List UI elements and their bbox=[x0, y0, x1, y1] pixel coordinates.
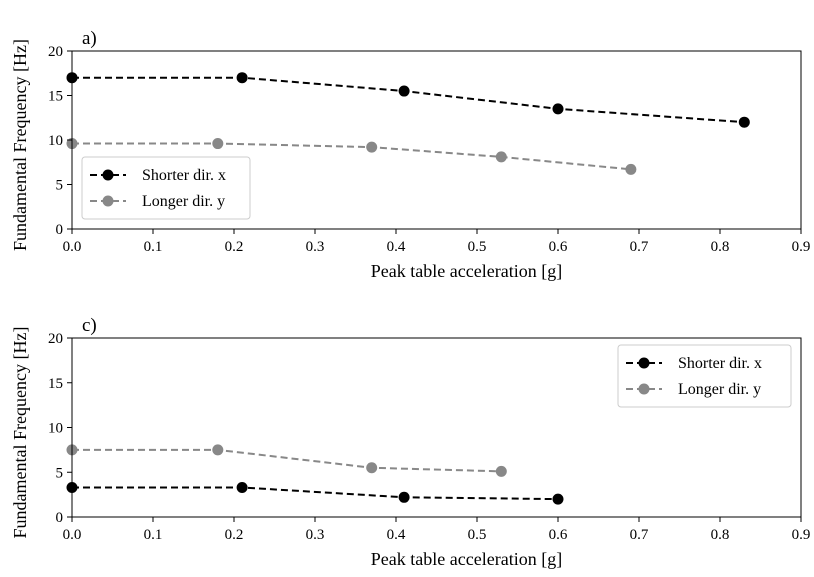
legend: Shorter dir. x Longer dir. y bbox=[81, 156, 251, 220]
y-tick-label: 15 bbox=[48, 89, 63, 105]
y-tick-label: 20 bbox=[48, 44, 63, 60]
y-tick-label: 20 bbox=[48, 331, 63, 347]
y-tick-label: 0 bbox=[56, 510, 64, 526]
x-tick-label: 0.0 bbox=[63, 239, 82, 255]
x-tick-label: 0.1 bbox=[144, 527, 163, 543]
x-tick-label: 0.4 bbox=[387, 239, 406, 255]
x-axis-label: Peak table acceleration [g] bbox=[371, 549, 562, 569]
data-point bbox=[236, 481, 248, 493]
data-point bbox=[366, 462, 378, 474]
x-tick-label: 0.3 bbox=[306, 239, 325, 255]
y-tick-label: 0 bbox=[56, 222, 64, 238]
data-point bbox=[495, 151, 507, 163]
data-point bbox=[552, 493, 564, 505]
y-tick-label: 10 bbox=[48, 421, 63, 437]
legend-label: Longer dir. y bbox=[678, 381, 761, 398]
legend-label: Shorter dir. x bbox=[142, 167, 226, 184]
x-tick-label: 0.5 bbox=[468, 239, 487, 255]
series-shorter bbox=[66, 481, 564, 505]
x-tick-label: 0.4 bbox=[387, 527, 406, 543]
data-point bbox=[366, 141, 378, 153]
x-axis-label: Peak table acceleration [g] bbox=[371, 261, 562, 281]
series-line bbox=[72, 76, 745, 124]
legend-label: Shorter dir. x bbox=[678, 355, 762, 372]
x-tick-label: 0.6 bbox=[549, 239, 568, 255]
x-tick-label: 0.7 bbox=[630, 527, 649, 543]
y-tick-label: 5 bbox=[56, 465, 64, 481]
legend-box bbox=[81, 156, 251, 220]
x-tick-label: 0.2 bbox=[225, 239, 244, 255]
chart-panel-2: 0.0 0.1 0.2 0.3 0.4 0.5 0.6 0.7 0.8 0.9 0 5 10 15 20 Pe… bbox=[10, 315, 810, 569]
data-point bbox=[738, 116, 750, 128]
x-tick-label: 0.8 bbox=[711, 527, 730, 543]
chart-panel-1: 0.0 0.1 0.2 0.3 0.4 0.5 0.6 0.7 0.8 0.9 0 5 10 15 20 Pe… bbox=[10, 28, 810, 281]
x-tick-label: 0.0 bbox=[63, 527, 82, 543]
panel-label: a) bbox=[82, 28, 97, 49]
data-point bbox=[236, 72, 248, 84]
data-point bbox=[212, 444, 224, 456]
y-axis-label: Fundamental Frequency [Hz] bbox=[10, 327, 30, 539]
data-point bbox=[212, 138, 224, 150]
y-axis-label: Fundamental Frequency [Hz] bbox=[10, 39, 30, 251]
legend-marker bbox=[638, 383, 650, 395]
x-tick-label: 0.9 bbox=[792, 527, 811, 543]
x-tick-label: 0.6 bbox=[549, 527, 568, 543]
series-line bbox=[72, 448, 502, 473]
series-longer bbox=[66, 444, 507, 477]
legend-marker bbox=[102, 195, 114, 207]
x-tick-label: 0.1 bbox=[144, 239, 163, 255]
data-point bbox=[398, 85, 410, 97]
x-tick-label: 0.3 bbox=[306, 527, 325, 543]
legend-marker bbox=[638, 357, 650, 369]
legend-marker bbox=[102, 169, 114, 181]
y-tick-label: 15 bbox=[48, 376, 63, 392]
x-tick-label: 0.7 bbox=[630, 239, 649, 255]
y-tick-label: 10 bbox=[48, 133, 63, 149]
x-tick-label: 0.5 bbox=[468, 527, 487, 543]
legend-box bbox=[617, 344, 792, 408]
series-shorter bbox=[66, 72, 750, 128]
legend: Shorter dir. x Longer dir. y bbox=[617, 344, 792, 408]
data-point bbox=[552, 103, 564, 115]
legend-label: Longer dir. y bbox=[142, 193, 225, 210]
data-point bbox=[495, 465, 507, 477]
series-longer bbox=[66, 138, 637, 175]
data-point bbox=[398, 491, 410, 503]
data-point bbox=[625, 163, 637, 175]
x-tick-label: 0.9 bbox=[792, 239, 811, 255]
y-tick-label: 5 bbox=[56, 178, 64, 194]
x-tick-label: 0.2 bbox=[225, 527, 244, 543]
x-tick-label: 0.8 bbox=[711, 239, 730, 255]
series-line bbox=[72, 486, 559, 501]
panel-label: c) bbox=[82, 315, 97, 336]
